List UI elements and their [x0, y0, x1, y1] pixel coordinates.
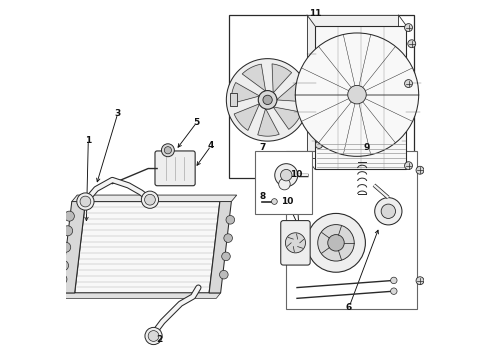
Text: 10: 10 [281, 197, 293, 206]
Circle shape [316, 141, 322, 148]
Circle shape [58, 261, 69, 271]
Text: 10: 10 [290, 170, 302, 179]
Circle shape [328, 235, 344, 251]
Circle shape [148, 330, 159, 341]
Polygon shape [231, 82, 260, 104]
Polygon shape [258, 109, 279, 136]
Text: 4: 4 [208, 141, 214, 150]
FancyBboxPatch shape [155, 151, 195, 186]
Circle shape [57, 274, 67, 284]
Bar [255, 151, 312, 214]
Text: 1: 1 [85, 136, 92, 145]
Polygon shape [74, 202, 220, 293]
Circle shape [391, 277, 397, 284]
Polygon shape [307, 15, 398, 158]
Bar [230, 94, 238, 106]
Circle shape [307, 213, 366, 272]
Circle shape [220, 270, 228, 279]
Polygon shape [273, 107, 302, 129]
Circle shape [63, 226, 73, 236]
Text: 5: 5 [194, 118, 200, 127]
Circle shape [275, 164, 298, 186]
Text: 8: 8 [259, 192, 266, 201]
Circle shape [164, 147, 171, 154]
Circle shape [61, 242, 71, 252]
Circle shape [64, 211, 74, 221]
Circle shape [263, 95, 272, 104]
Circle shape [295, 33, 418, 156]
Circle shape [279, 179, 290, 190]
Polygon shape [209, 202, 231, 293]
Circle shape [381, 204, 395, 219]
Polygon shape [234, 104, 260, 130]
Text: 11: 11 [309, 9, 321, 18]
Circle shape [221, 252, 230, 261]
Text: 6: 6 [346, 303, 352, 312]
FancyBboxPatch shape [281, 221, 310, 265]
Circle shape [405, 24, 413, 32]
Bar [315, 26, 406, 169]
Circle shape [145, 327, 162, 345]
Circle shape [405, 162, 413, 170]
Polygon shape [57, 293, 220, 298]
Circle shape [348, 85, 366, 104]
Circle shape [161, 144, 174, 157]
Circle shape [226, 59, 309, 141]
Polygon shape [276, 81, 304, 102]
Circle shape [280, 170, 292, 181]
Circle shape [391, 288, 397, 294]
Bar [229, 15, 414, 178]
Circle shape [226, 216, 235, 224]
Polygon shape [272, 64, 292, 93]
Circle shape [271, 199, 277, 204]
Circle shape [405, 80, 413, 87]
Circle shape [145, 194, 155, 205]
Text: 3: 3 [115, 109, 121, 118]
Circle shape [375, 198, 402, 225]
Polygon shape [72, 195, 237, 202]
Bar [286, 151, 417, 309]
Polygon shape [242, 64, 266, 91]
Circle shape [80, 196, 91, 207]
Circle shape [408, 40, 416, 48]
Text: 7: 7 [259, 143, 266, 152]
Text: 2: 2 [156, 335, 162, 344]
Polygon shape [61, 202, 85, 293]
Circle shape [77, 193, 94, 210]
Circle shape [416, 277, 424, 285]
Circle shape [258, 91, 277, 109]
Text: 9: 9 [364, 143, 370, 152]
Circle shape [224, 234, 232, 242]
Circle shape [416, 166, 424, 174]
Circle shape [285, 233, 305, 253]
Circle shape [318, 225, 354, 261]
Circle shape [141, 191, 159, 208]
